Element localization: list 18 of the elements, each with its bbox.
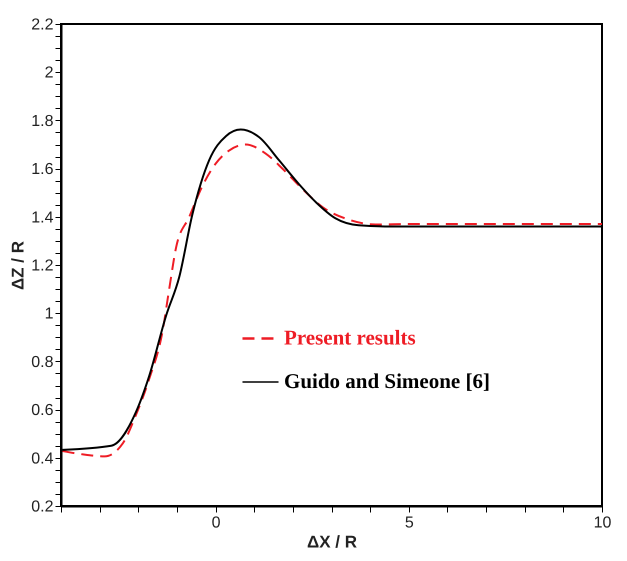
y-tick-label: 0.8	[31, 354, 54, 371]
y-axis-title: ΔZ / R	[8, 240, 28, 290]
legend-label: Present results	[284, 326, 416, 350]
y-tick-label: 1	[44, 306, 54, 323]
x-tick-label: 10	[594, 514, 612, 532]
y-tick-label: 1.2	[31, 258, 54, 274]
x-tick-label: 5	[404, 514, 414, 532]
y-tick-label: 0.4	[31, 450, 54, 468]
y-tick-label: 2.2	[31, 16, 54, 34]
x-tick-label: 0	[212, 514, 221, 532]
y-tick-label: 1.4	[31, 209, 54, 226]
y-tick-label: 1.6	[31, 161, 54, 178]
y-tick-label: 0.2	[31, 498, 54, 516]
y-tick-label: 0.6	[31, 402, 54, 420]
legend-label: Guido and Simeone [6]	[284, 369, 490, 393]
y-tick-label: 1.8	[31, 112, 54, 130]
y-tick-label: 2	[44, 64, 54, 82]
x-axis-title: ΔX / R	[306, 532, 358, 552]
